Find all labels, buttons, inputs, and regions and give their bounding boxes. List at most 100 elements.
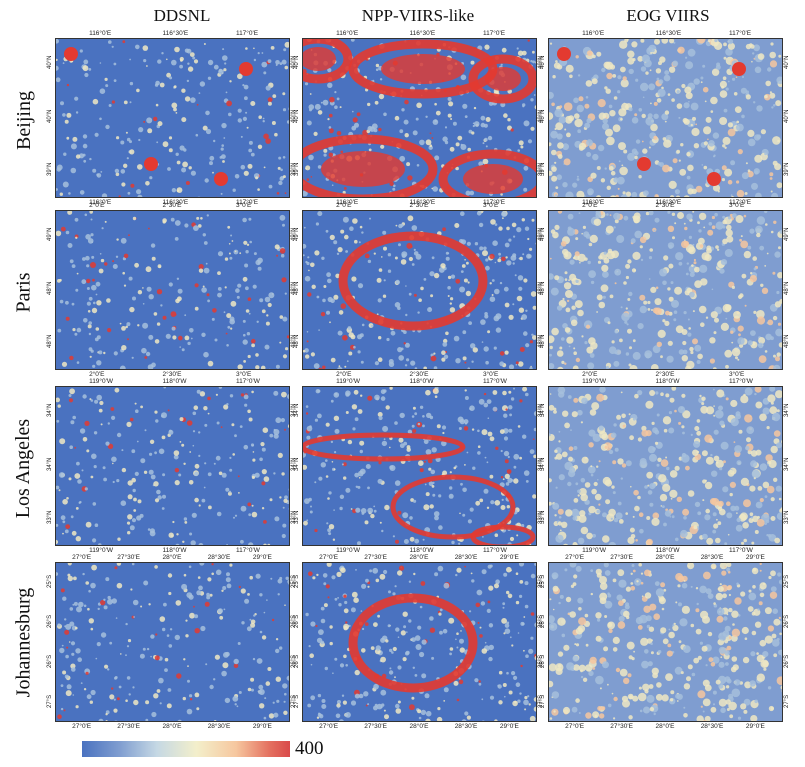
y-tick-label: 49°N xyxy=(784,227,790,242)
y-tick-label: 34°N xyxy=(784,403,790,418)
x-tick-label: 116°0'E xyxy=(336,199,359,206)
map-panel-johannesburg-npp-viirs-like xyxy=(302,562,537,722)
nightlight-raster xyxy=(56,387,289,545)
y-tick-label: 40°N xyxy=(47,109,53,123)
y-tick-label: 40°N xyxy=(784,109,790,123)
y-tick-label: 25°S xyxy=(294,574,300,588)
x-tick-label: 27°0'E xyxy=(72,554,92,561)
x-tick-label: 117°0'W xyxy=(482,547,507,554)
x-tick-label: 27°30'E xyxy=(117,554,140,561)
x-tick-label: 117°0'E xyxy=(235,30,259,37)
x-tick-label: 3°0'E xyxy=(728,371,745,378)
x-tick-label: 2°30'E xyxy=(162,202,182,209)
x-tick-label: 2°30'E xyxy=(655,202,675,209)
y-tick-label: 34°N xyxy=(540,403,546,418)
x-tick-label: 118°0'W xyxy=(655,378,680,385)
y-tick-label: 34°N xyxy=(47,457,53,471)
x-tick-label: 27°0'E xyxy=(319,554,339,561)
x-tick-label: 27°0'E xyxy=(319,723,339,730)
x-tick-label: 28°30'E xyxy=(454,723,478,730)
x-tick-label: 117°0'W xyxy=(235,378,260,385)
map-panel-paris-ddsnl xyxy=(55,210,290,370)
x-tick-label: 27°30'E xyxy=(117,723,140,730)
x-tick-label: 28°30'E xyxy=(700,554,724,561)
x-tick-label: 118°0'W xyxy=(655,547,680,554)
map-panel-paris-eog-viirs xyxy=(548,210,783,370)
y-tick-label: 26°S xyxy=(294,654,300,668)
y-tick-label: 34°N xyxy=(784,457,790,471)
x-tick-label: 27°30'E xyxy=(610,554,633,561)
x-tick-label: 117°0'E xyxy=(728,199,752,206)
x-tick-label: 117°0'W xyxy=(235,547,260,554)
column-title-eog-viirs: EOG VIIRS xyxy=(626,6,710,25)
map-panel-beijing-eog-viirs xyxy=(548,38,783,198)
map-panel-johannesburg-ddsnl xyxy=(55,562,290,722)
nightlight-raster xyxy=(549,387,782,545)
map-panel-paris-npp-viirs-like xyxy=(302,210,537,370)
y-tick-label: 27°S xyxy=(47,694,53,708)
nightlight-raster xyxy=(56,39,289,197)
nightlight-raster xyxy=(303,211,536,369)
y-tick-label: 40°N xyxy=(784,55,790,70)
x-tick-label: 2°0'E xyxy=(336,202,352,209)
x-tick-label: 27°30'E xyxy=(364,723,387,730)
y-tick-label: 34°N xyxy=(294,403,300,418)
y-tick-label: 33°N xyxy=(784,510,790,524)
x-tick-label: 2°0'E xyxy=(89,202,105,209)
y-tick-label: 48°N xyxy=(294,334,300,348)
map-panel-beijing-npp-viirs-like xyxy=(302,38,537,198)
map-panel-los-angeles-eog-viirs xyxy=(548,386,783,546)
y-tick-label: 26°S xyxy=(784,614,790,628)
x-tick-label: 116°0'E xyxy=(89,199,112,206)
x-tick-label: 116°30'E xyxy=(162,199,189,206)
y-tick-label: 25°S xyxy=(540,574,546,588)
x-tick-label: 116°0'E xyxy=(582,30,605,37)
x-tick-label: 29°0'E xyxy=(745,554,765,561)
y-tick-label: 40°N xyxy=(294,109,300,123)
y-tick-label: 49°N xyxy=(47,227,53,242)
x-tick-label: 27°30'E xyxy=(610,723,633,730)
x-tick-label: 28°30'E xyxy=(700,723,724,730)
x-tick-label: 2°0'E xyxy=(89,371,105,378)
y-tick-label: 34°N xyxy=(47,403,53,418)
x-tick-label: 3°0'E xyxy=(235,371,252,378)
y-tick-label: 26°S xyxy=(784,654,790,668)
y-tick-label: 39°N xyxy=(47,162,53,176)
x-tick-label: 116°30'E xyxy=(655,30,682,37)
x-tick-label: 28°0'E xyxy=(409,723,429,730)
x-tick-label: 29°0'E xyxy=(252,554,272,561)
nightlight-raster xyxy=(56,211,289,369)
x-tick-label: 28°30'E xyxy=(207,723,231,730)
x-tick-label: 116°30'E xyxy=(162,30,189,37)
x-tick-label: 117°0'E xyxy=(482,199,506,206)
y-tick-label: 26°S xyxy=(294,614,300,628)
y-tick-label: 40°N xyxy=(540,55,546,70)
y-tick-label: 26°S xyxy=(47,654,53,668)
x-tick-label: 27°0'E xyxy=(565,723,585,730)
row-label-johannesburg: Johannesburg xyxy=(12,587,35,697)
x-tick-label: 117°0'E xyxy=(482,30,506,37)
y-tick-label: 39°N xyxy=(784,162,790,176)
row-label-beijing: Beijing xyxy=(12,90,35,150)
colorbar xyxy=(82,741,290,757)
x-tick-label: 119°0'W xyxy=(582,378,607,385)
y-tick-label: 25°S xyxy=(784,574,790,588)
y-tick-label: 33°N xyxy=(294,510,300,524)
y-tick-label: 40°N xyxy=(47,55,53,70)
x-tick-label: 119°0'W xyxy=(89,378,114,385)
x-tick-label: 117°0'E xyxy=(235,199,259,206)
x-tick-label: 28°0'E xyxy=(409,554,429,561)
y-tick-label: 40°N xyxy=(540,109,546,123)
y-tick-label: 48°N xyxy=(784,334,790,348)
x-tick-label: 117°0'W xyxy=(482,378,507,385)
x-tick-label: 29°0'E xyxy=(745,723,765,730)
y-tick-label: 48°N xyxy=(47,281,53,295)
nightlight-raster xyxy=(56,563,289,721)
x-tick-label: 116°0'E xyxy=(89,30,112,37)
x-tick-label: 3°0'E xyxy=(482,202,499,209)
nightlight-raster xyxy=(303,387,536,545)
y-tick-label: 48°N xyxy=(540,281,546,295)
x-tick-label: 119°0'W xyxy=(582,547,607,554)
column-title-ddsnl: DDSNL xyxy=(153,6,211,25)
y-tick-label: 27°S xyxy=(540,694,546,708)
